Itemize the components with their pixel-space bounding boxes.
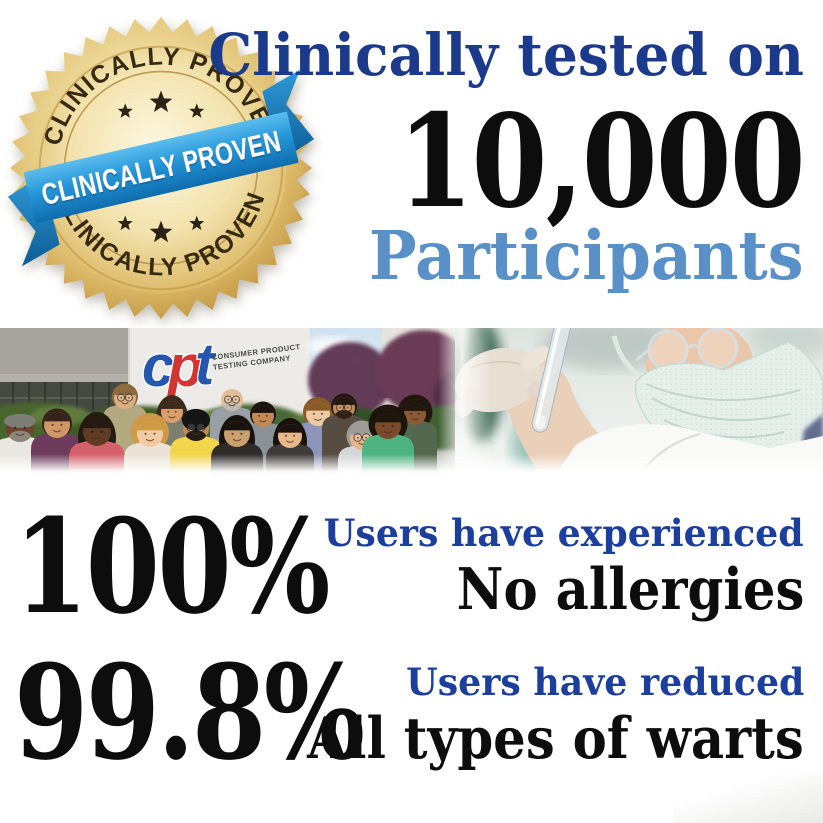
corner-smudge	[673, 775, 823, 823]
stat-result-no-allergies: No allergies	[456, 556, 804, 623]
clinical-photo-banner: c p t CONSUMER PRODUCT TESTING COMPANY	[0, 316, 823, 486]
crowd-photo-left: c p t CONSUMER PRODUCT TESTING COMPANY	[0, 328, 498, 475]
cpt-logo-letter-p: p	[166, 334, 203, 399]
badge-stars-bottom	[117, 215, 205, 243]
stat-value-warts: 99.8%	[14, 636, 365, 789]
badge-seal-graphic: CLINICALLY PROVEN CLINICALLY PROVEN CLIN…	[7, 16, 315, 320]
hero-line-1: Clinically tested on	[208, 21, 804, 89]
photo-scene: c p t CONSUMER PRODUCT TESTING COMPANY	[0, 316, 823, 486]
hero-line-2: 10,000	[397, 87, 806, 237]
stat-label-reduced: Users have reduced	[405, 660, 804, 704]
ribbon-band	[23, 111, 299, 224]
cpt-logo: c p t CONSUMER PRODUCT TESTING COMPANY	[141, 331, 301, 401]
stat-labels-warts: Users have reduced All types of warts	[252, 660, 804, 772]
seal-outer-ring	[38, 45, 284, 291]
cpt-logo-letter-t: t	[195, 332, 217, 397]
hero-line-3: Participants	[369, 216, 804, 295]
stat-labels-no-allergies: Users have experienced No allergies	[314, 511, 804, 623]
cpt-logo-letter-c: c	[142, 334, 174, 399]
stat-label-experienced: Users have experienced	[324, 511, 804, 555]
stat-result-warts: All types of warts	[307, 705, 804, 772]
photo-bottom-fade	[0, 454, 823, 474]
test-tube	[531, 316, 572, 433]
hero-headline: Clinically tested on 10,000 Participants	[177, 21, 806, 295]
clinically-proven-badge: CLINICALLY PROVEN CLINICALLY PROVEN CLIN…	[2, 6, 320, 324]
stat-value-no-allergies: 100%	[14, 490, 330, 643]
badge-stars-top	[117, 90, 205, 118]
lab-photo-right	[438, 316, 823, 486]
